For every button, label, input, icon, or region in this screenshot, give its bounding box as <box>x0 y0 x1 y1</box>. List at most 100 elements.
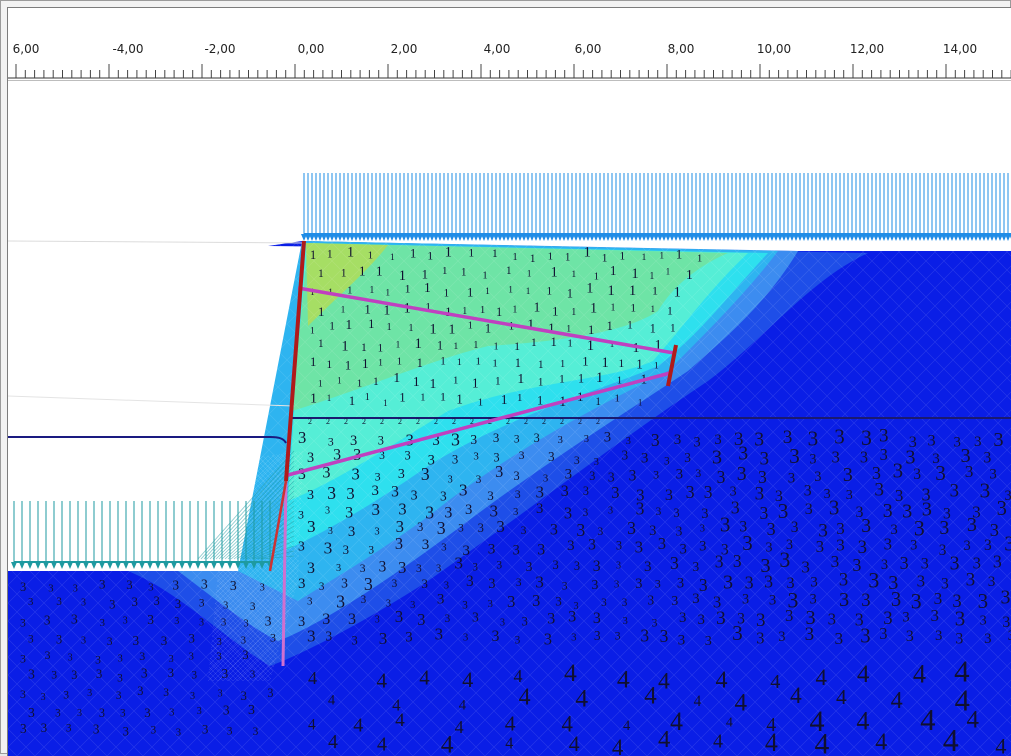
model-view[interactable]: 6,00 -4,00 -2,00 0,00 2,00 4,00 6,00 8,00 10,00 1… <box>7 7 1011 756</box>
cluster-label: 3 <box>68 652 73 663</box>
cluster-label: 4 <box>765 728 778 756</box>
down-arrow-load-icon <box>441 234 447 241</box>
cluster-label: 2 <box>542 417 546 426</box>
cluster-label: 1 <box>349 393 355 408</box>
down-arrow-load-icon <box>163 562 169 569</box>
cluster-label: 3 <box>614 579 620 591</box>
cluster-label: 3 <box>132 595 138 609</box>
cluster-label: 3 <box>298 614 305 630</box>
cluster-label: 1 <box>310 325 315 336</box>
down-arrow-load-icon <box>171 562 177 569</box>
cluster-label: 3 <box>692 591 700 607</box>
cluster-label: 1 <box>559 373 565 386</box>
cluster-label: 3 <box>861 590 870 611</box>
cluster-label: 3 <box>248 703 255 718</box>
down-arrow-load-icon <box>381 234 387 241</box>
cluster-label: 3 <box>350 433 357 449</box>
cluster-label: 3 <box>941 576 949 593</box>
cluster-label: 3 <box>199 617 204 628</box>
cluster-label: 3 <box>56 632 62 646</box>
anchor-lower[interactable] <box>287 371 671 477</box>
cluster-label: 3 <box>950 552 960 574</box>
cluster-label: 1 <box>538 359 544 371</box>
load-spread-line <box>230 505 295 560</box>
cluster-label: 1 <box>341 267 347 280</box>
down-arrow-load-icon <box>677 234 683 241</box>
down-arrow-load-icon <box>529 234 535 241</box>
load-spread-lines <box>197 450 295 560</box>
cluster-label: 1 <box>404 301 411 317</box>
down-arrow-load-icon <box>1001 234 1007 241</box>
cluster-label: 3 <box>378 433 384 447</box>
surface-load-right[interactable] <box>301 173 1011 241</box>
cluster-label: 1 <box>467 285 473 299</box>
retaining-wall-lower[interactable] <box>268 480 288 572</box>
cluster-label: 1 <box>329 320 335 332</box>
cluster-label: 3 <box>953 435 960 451</box>
down-arrow-load-icon <box>385 234 391 241</box>
cluster-label: 3 <box>846 487 853 503</box>
cluster-label: 3 <box>322 611 330 628</box>
down-arrow-load-icon <box>517 234 523 241</box>
cluster-label: 3 <box>973 553 981 572</box>
anchor-upper[interactable] <box>297 286 675 355</box>
cluster-label: 3 <box>778 629 785 645</box>
down-arrow-load-icon <box>43 562 49 569</box>
cluster-label: 3 <box>189 652 194 663</box>
cluster-label: 3 <box>783 427 793 448</box>
cluster-label: 3 <box>55 708 61 720</box>
cluster-label: 2 <box>362 417 366 426</box>
cluster-label: 1 <box>362 356 369 371</box>
cluster-label: 3 <box>883 608 892 629</box>
down-arrow-load-icon <box>107 562 113 569</box>
down-arrow-load-icon <box>349 234 355 241</box>
cluster-label: 1 <box>530 252 536 265</box>
down-arrow-load-icon <box>131 562 137 569</box>
cluster-label: 3 <box>174 616 179 627</box>
cluster-label: 3 <box>829 496 840 520</box>
cluster-label: 1 <box>468 321 473 332</box>
anchor-plate[interactable] <box>666 344 678 387</box>
cluster-label: 3 <box>738 443 748 465</box>
cluster-label: 3 <box>839 589 849 611</box>
cluster-label: 3 <box>622 597 628 609</box>
cluster-label: 3 <box>99 706 105 720</box>
cluster-label: 3 <box>117 673 123 685</box>
cluster-label: 3 <box>463 632 468 644</box>
retaining-wall[interactable] <box>284 240 306 482</box>
fem-contour-canvas[interactable]: 1 1 1 1 1 1 1 1 1 1 1 1 1 1 1 1 1 1 1 1 11 1 1 1 1 1 1 1 1 1 1 1 1 1 1 1 1 1 1… <box>8 81 1011 756</box>
down-arrow-load-icon <box>573 234 579 241</box>
cluster-label: 3 <box>472 561 478 573</box>
surface-load-left[interactable] <box>11 501 273 569</box>
cluster-label: 3 <box>452 453 458 467</box>
down-arrow-load-icon <box>243 562 249 569</box>
down-arrow-load-icon <box>945 234 951 241</box>
cluster-label: 3 <box>952 591 961 612</box>
cluster-label: 1 <box>422 267 428 281</box>
cluster-label: 1 <box>383 398 388 408</box>
cluster-label: 3 <box>144 706 150 720</box>
down-arrow-load-icon <box>973 234 979 241</box>
cluster-label: 4 <box>569 732 580 756</box>
cluster-label: 3 <box>934 589 943 608</box>
cluster-label: 2 <box>524 417 528 426</box>
cluster-label: 3 <box>601 597 607 609</box>
cluster-label: 3 <box>555 594 562 609</box>
down-arrow-load-icon <box>969 234 975 241</box>
down-arrow-load-icon <box>453 234 459 241</box>
cluster-label: 3 <box>902 610 909 626</box>
cluster-label: 3 <box>73 584 78 595</box>
cluster-label: 3 <box>978 589 989 613</box>
cluster-label: 3 <box>921 556 929 573</box>
down-arrow-load-icon <box>597 234 603 241</box>
excavation-water-line <box>8 436 287 444</box>
cluster-label: 3 <box>462 600 468 612</box>
down-arrow-load-icon <box>27 562 33 569</box>
cluster-label: 3 <box>459 481 468 500</box>
cluster-label: 4 <box>995 733 1006 756</box>
cluster-label: 4 <box>770 671 780 693</box>
cluster-label: 3 <box>386 599 391 610</box>
cluster-label: 3 <box>789 444 800 468</box>
cluster-label: 3 <box>756 629 764 648</box>
cluster-label: 3 <box>836 535 845 554</box>
